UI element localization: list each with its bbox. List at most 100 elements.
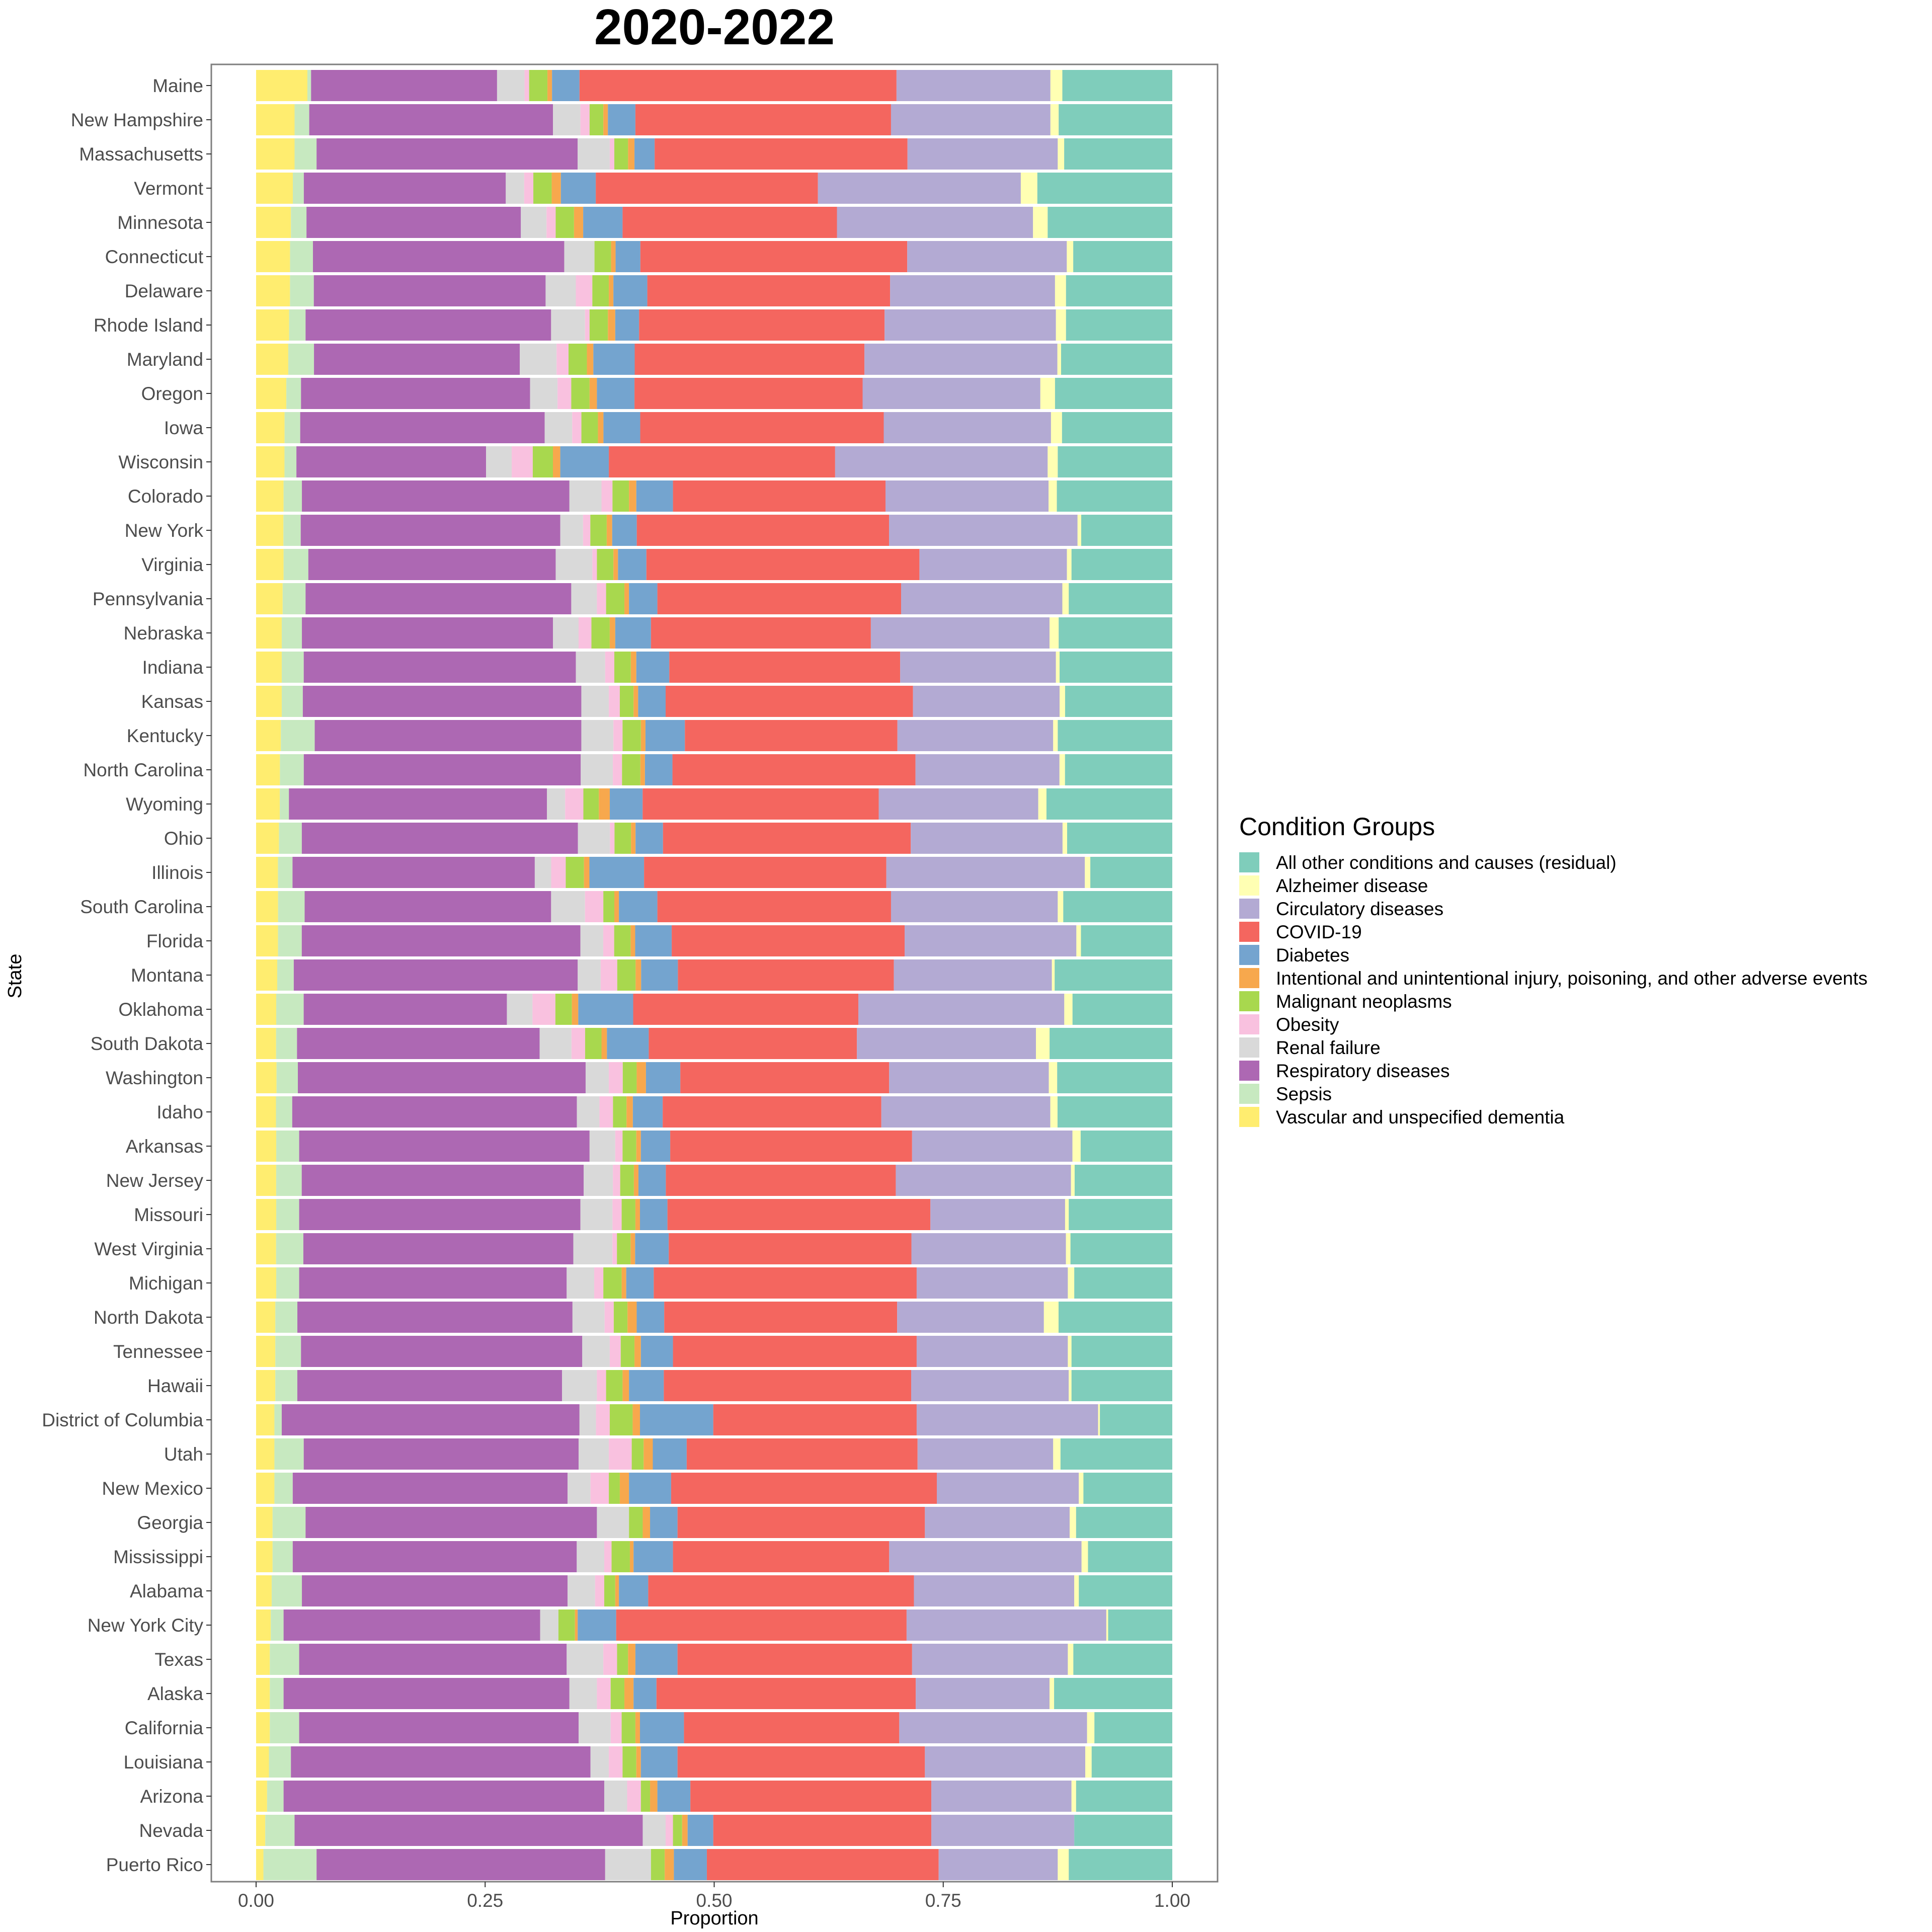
bar-segment xyxy=(256,1096,276,1128)
bar-segment xyxy=(937,1473,1079,1504)
bar-segment xyxy=(313,275,546,306)
bar-segment xyxy=(1070,1233,1172,1264)
bar-segment xyxy=(1058,720,1173,751)
bar-segment xyxy=(280,788,289,820)
legend-label: Malignant neoplasms xyxy=(1276,991,1452,1012)
bar-segment xyxy=(646,549,920,580)
bar-segment xyxy=(608,104,635,135)
bar-segment xyxy=(274,1438,304,1470)
bar-segment xyxy=(654,1267,917,1299)
bar-segment xyxy=(609,686,620,717)
bar-segment xyxy=(600,959,617,991)
legend-key xyxy=(1239,922,1259,942)
bar-segment xyxy=(585,891,604,922)
bar-segment xyxy=(640,1746,678,1778)
bar-segment xyxy=(256,1849,264,1880)
bar-segment xyxy=(890,275,1055,306)
bar-segment xyxy=(565,788,584,820)
bar-segment xyxy=(1050,70,1063,101)
bar-segment xyxy=(269,1746,291,1778)
bar-segment xyxy=(633,994,859,1025)
bar-segment xyxy=(896,70,1051,101)
bar-segment xyxy=(657,891,891,922)
bar-segment xyxy=(590,515,607,546)
bar-segment xyxy=(553,446,560,477)
bar-segment xyxy=(580,925,603,956)
bar-segment xyxy=(575,1609,578,1641)
bar-segment xyxy=(256,412,285,443)
bar-segment xyxy=(609,1438,632,1470)
bar-segment xyxy=(256,241,290,272)
bar-segment xyxy=(640,1781,651,1812)
bar-segment xyxy=(256,1781,267,1812)
bar-segment xyxy=(594,1267,604,1299)
bar-segment xyxy=(896,1165,1071,1196)
bar-segment xyxy=(1038,788,1046,820)
bar-segment xyxy=(1081,925,1172,956)
bar-segment xyxy=(630,925,635,956)
bar-segment xyxy=(1085,1746,1092,1778)
bar-segment xyxy=(1074,1165,1172,1196)
bar-segment xyxy=(314,720,582,751)
bar-segment xyxy=(587,344,594,375)
bar-segment xyxy=(621,1199,635,1230)
bar-segment xyxy=(576,275,593,306)
bar-segment xyxy=(1059,617,1172,649)
bar-segment xyxy=(685,720,898,751)
bar-segment xyxy=(619,686,634,717)
bar-segment xyxy=(677,1644,912,1675)
bar-segment xyxy=(256,891,278,922)
bar-segment xyxy=(300,412,545,443)
bar-segment xyxy=(256,994,277,1025)
bar-segment xyxy=(567,1267,594,1299)
bar-segment xyxy=(615,617,651,649)
bar-segment xyxy=(256,617,282,649)
bar-segment xyxy=(1072,994,1172,1025)
bar-segment xyxy=(614,652,631,683)
bar-segment xyxy=(1048,446,1058,477)
bar-segment xyxy=(1063,891,1172,922)
bar-segment xyxy=(612,480,629,512)
bar-segment xyxy=(581,412,598,443)
bar-segment xyxy=(530,378,558,409)
bar-segment xyxy=(1094,1712,1172,1743)
bar-segment xyxy=(669,652,901,683)
bar-segment xyxy=(639,309,885,341)
bar-segment xyxy=(524,70,529,101)
bar-segment xyxy=(303,754,581,785)
bar-segment xyxy=(256,207,291,238)
bar-segment xyxy=(1062,70,1172,101)
bar-segment xyxy=(636,1302,665,1333)
bar-segment xyxy=(276,1233,303,1264)
bar-segment xyxy=(670,1131,912,1162)
bar-segment xyxy=(256,173,293,204)
bar-segment xyxy=(674,1849,707,1880)
bar-segment xyxy=(564,241,595,272)
bar-segment xyxy=(256,1507,273,1538)
bar-segment xyxy=(1058,138,1065,170)
bar-segment xyxy=(603,1644,617,1675)
bar-segment xyxy=(610,788,643,820)
bar-segment xyxy=(889,515,1078,546)
bar-segment xyxy=(256,1028,276,1059)
bar-segment xyxy=(900,652,1056,683)
bar-segment xyxy=(646,1062,681,1093)
bar-segment xyxy=(640,1404,713,1435)
bar-segment xyxy=(613,754,622,785)
bar-segment xyxy=(524,173,534,204)
bar-segment xyxy=(1079,1473,1084,1504)
bar-segment xyxy=(634,138,655,170)
bar-segment xyxy=(1037,173,1172,204)
bar-segment xyxy=(1056,309,1066,341)
bar-segment xyxy=(289,309,306,341)
bar-segment xyxy=(634,378,863,409)
bar-segment xyxy=(1077,515,1081,546)
bar-segment xyxy=(298,1062,586,1093)
bar-segment xyxy=(619,1473,629,1504)
bar-segment xyxy=(572,994,579,1025)
bar-segment xyxy=(1081,1541,1088,1572)
bar-segment xyxy=(1073,241,1172,272)
bar-segment xyxy=(256,754,280,785)
bar-segment xyxy=(614,823,631,854)
bar-segment xyxy=(301,378,530,409)
